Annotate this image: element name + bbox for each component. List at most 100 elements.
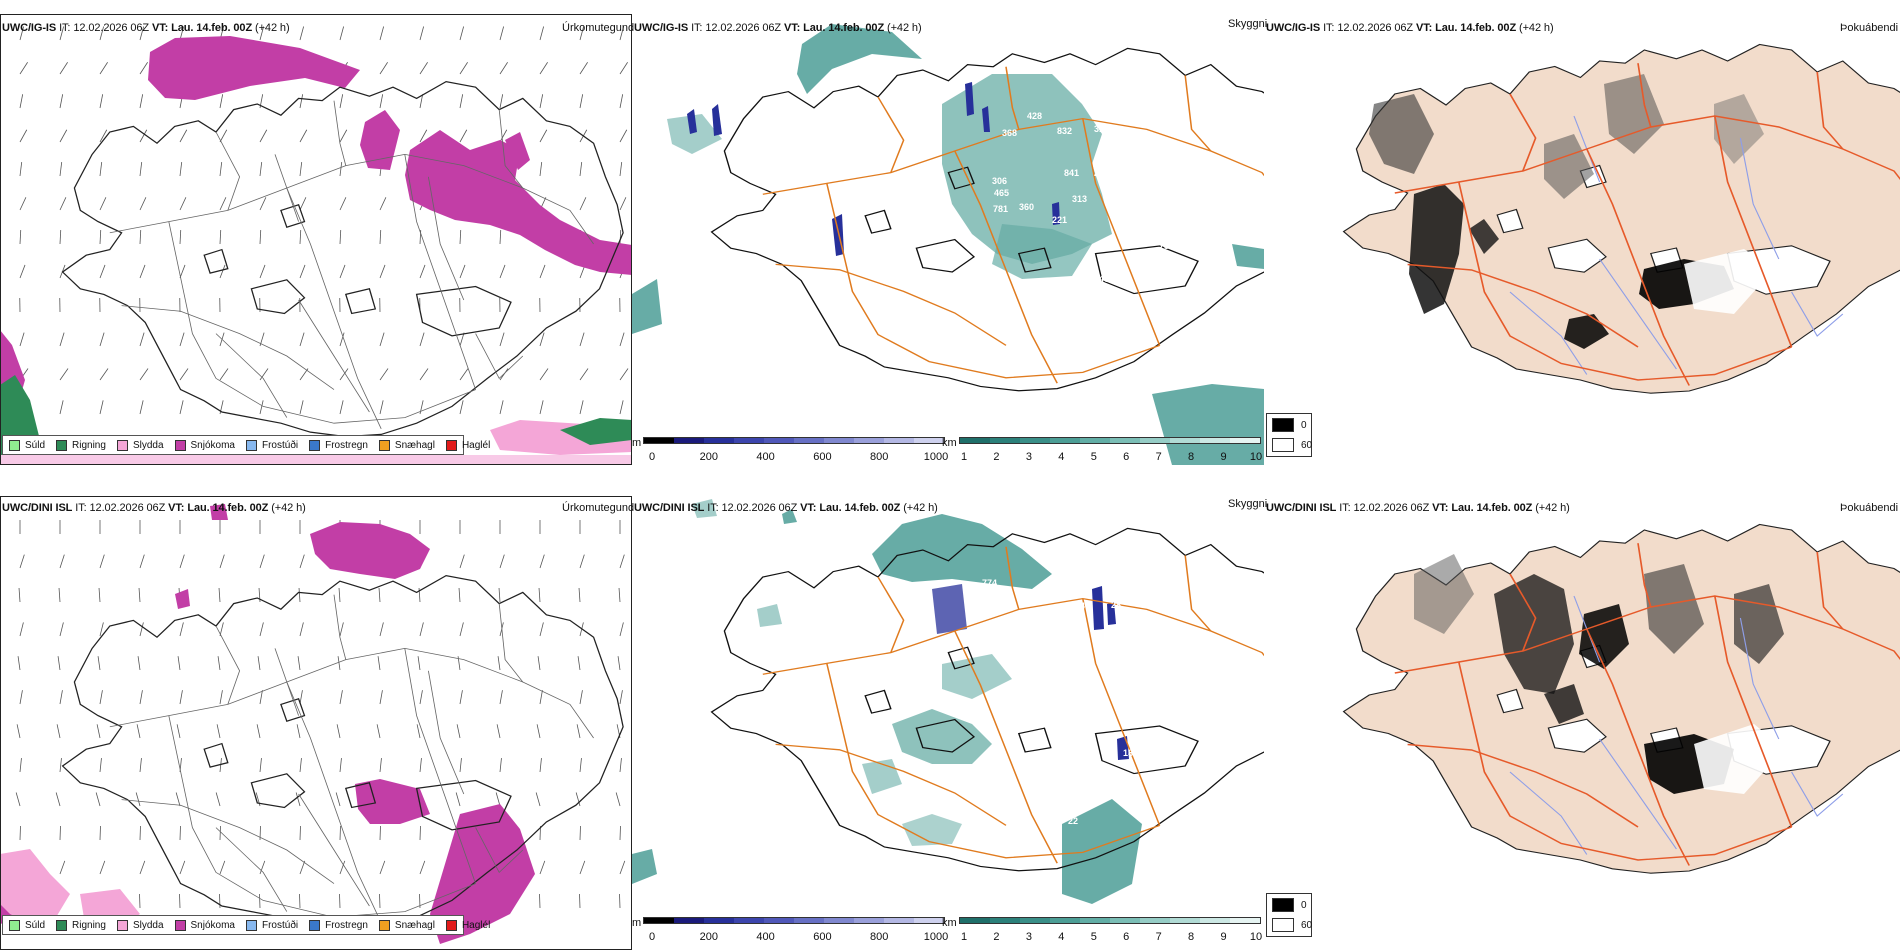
valid-time: VT: Lau. 14.feb. 00Z (1415, 22, 1517, 34)
colorbar-cell (1139, 438, 1170, 443)
road-network (762, 546, 1264, 864)
precip-map-dini[interactable] (0, 494, 632, 950)
glacier-outline (250, 773, 306, 809)
wind-barb (55, 792, 61, 807)
wind-barb (539, 94, 544, 109)
wind-barb (259, 229, 262, 245)
glacier-outline (1496, 688, 1524, 714)
legend-label: Súld (25, 439, 46, 451)
legend-swatch (56, 439, 68, 451)
wind-barb (619, 758, 622, 773)
wind-barb (579, 94, 584, 109)
colorbar-cell (1139, 918, 1170, 923)
lead-time: (+42 h) (271, 502, 306, 514)
wind-barb (18, 588, 21, 603)
wind-barb (579, 162, 583, 177)
wind-barb (99, 26, 105, 41)
fog-map-igis[interactable] (1264, 14, 1900, 465)
river-line (121, 305, 335, 390)
wind-barb (615, 792, 621, 807)
legend-item: Frostúði (245, 439, 298, 451)
panel-title-cloud: Skyggni (1228, 498, 1268, 510)
glacier-outline (915, 718, 976, 753)
header-igis-cloud: UWC/IG-IS IT: 12.02.2026 06Z VT: Lau. 14… (634, 22, 922, 34)
wind-barb (59, 400, 64, 415)
colorbar-tick: 7 (1155, 931, 1162, 943)
legend-swatch (378, 919, 390, 931)
wind-barb (378, 588, 381, 603)
wind-barb (379, 62, 388, 75)
wind-barb (577, 656, 581, 671)
river-line (498, 109, 524, 189)
wind-barb (259, 264, 266, 279)
valid-time: VT: Lau. 14.feb. 00Z (800, 502, 901, 514)
wind-barb (99, 368, 109, 381)
legend-label: Frostregn (325, 439, 368, 451)
road-line (954, 630, 1058, 864)
cloud-base-label: 349 (1172, 186, 1187, 196)
wind-barb (335, 792, 341, 807)
header-dini-cloud: UWC/DINI ISL IT: 12.02.2026 06Z VT: Lau.… (634, 502, 938, 514)
colorbar-cells (643, 437, 946, 444)
cloud-map-dini[interactable]: 774 642 46 28 18 441 22 (632, 494, 1264, 914)
wind-barb (537, 656, 541, 671)
wind-barb (379, 229, 382, 245)
colorbar-tick: 600 (813, 451, 832, 463)
road-line (877, 576, 905, 653)
river-line (1599, 258, 1677, 370)
colorbar-cell (824, 918, 855, 923)
valid-time: VT: Lau. 14.feb. 00Z (1432, 502, 1533, 514)
wind-barb (619, 332, 625, 347)
cloud-base-label: 640 (1094, 274, 1109, 284)
wind-barb (339, 690, 343, 705)
wind-barb (99, 229, 102, 245)
colorbar-cells (958, 917, 1261, 924)
wind-barb (19, 197, 27, 211)
lead-time: (+42 h) (1519, 22, 1554, 34)
legend-swatch (116, 439, 128, 451)
wind-barb (19, 162, 23, 177)
river-line (475, 333, 524, 380)
wind-barb (139, 758, 142, 773)
model-name: UWC/IG-IS (1266, 22, 1321, 34)
colorbar-tick: 3 (1025, 451, 1032, 463)
wind-barb (298, 588, 301, 603)
glacier-outline (864, 209, 892, 234)
fog-map-dini[interactable] (1264, 494, 1900, 914)
wind-barb (339, 229, 342, 245)
precip-map-igis[interactable] (0, 0, 632, 465)
wind-barb (59, 162, 63, 177)
glacier-outline (250, 279, 306, 315)
wind-barb (297, 656, 301, 671)
wind-barb (15, 792, 21, 807)
wind-barb (177, 656, 181, 671)
wind-barb (539, 332, 545, 347)
wind-barb (579, 400, 584, 415)
init-time: IT: 12.02.2026 06Z (707, 502, 798, 514)
road-line (762, 117, 1264, 195)
wind-barb (179, 860, 186, 875)
wind-barbs (15, 520, 626, 909)
wind-barb (539, 690, 543, 705)
wind-barb (139, 162, 143, 177)
rivers (109, 100, 594, 429)
colorbar-ticks: 0 200 400 600 800 1000 (632, 931, 948, 945)
rain-areas (0, 375, 632, 465)
wind-barb (419, 129, 428, 143)
colorbar-cell (854, 918, 885, 923)
wind-barb (419, 368, 429, 381)
wind-barb (219, 554, 225, 569)
glacier-outline (1094, 245, 1199, 295)
cloud-base-label: 306 (992, 176, 1007, 186)
colorbar-cell (824, 438, 855, 443)
wind-barb (19, 129, 28, 143)
road-line (1184, 555, 1212, 632)
cloud-base-label: 441 (1100, 769, 1115, 779)
wind-barb (575, 792, 581, 807)
wind-barb (339, 758, 342, 773)
cloud-base-label: 841 (1064, 168, 1079, 178)
wind-barb (259, 162, 263, 177)
road-line (1637, 63, 1652, 128)
cloud-map-igis[interactable]: 52 48 428 368 832 317 349 433 309 306 465 841 262 360… (632, 14, 1264, 465)
colorbar-cell (644, 918, 675, 923)
